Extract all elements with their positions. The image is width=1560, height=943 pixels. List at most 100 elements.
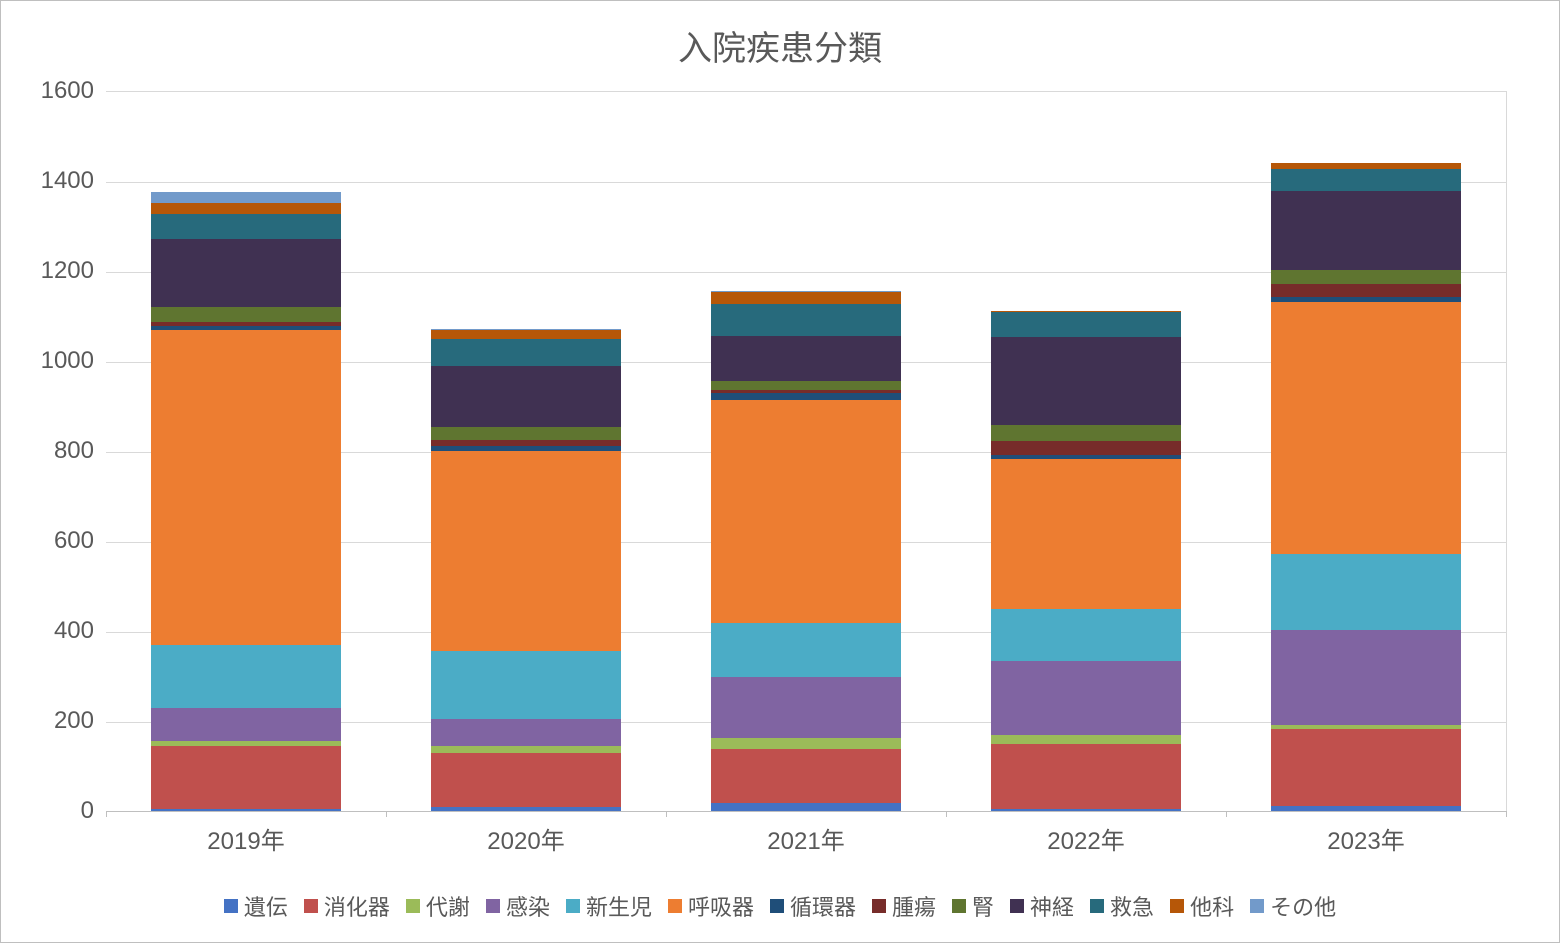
segment-他科	[711, 292, 901, 305]
legend-swatch	[406, 899, 420, 913]
legend-item-消化器: 消化器	[304, 890, 390, 922]
legend-label: 消化器	[324, 890, 390, 922]
legend: 遺伝 消化器 代謝 感染 新生児 呼吸器循環器 腫瘍腎 神経 救急 他科 その他	[51, 888, 1509, 924]
legend-swatch	[1090, 899, 1104, 913]
bar-slot	[1226, 91, 1506, 811]
segment-消化器	[151, 746, 341, 809]
legend-swatch	[952, 899, 966, 913]
legend-swatch	[872, 899, 886, 913]
segment-感染	[431, 719, 621, 746]
segment-救急	[1271, 169, 1461, 192]
legend-item-代謝: 代謝	[406, 890, 470, 922]
segment-呼吸器	[991, 459, 1181, 610]
legend-swatch	[1250, 899, 1264, 913]
x-tick-mark	[666, 811, 667, 817]
legend-label: 新生児	[586, 890, 652, 922]
x-tick-label: 2021年	[666, 821, 946, 856]
legend-label: 代謝	[426, 890, 470, 922]
legend-swatch	[486, 899, 500, 913]
y-tick-label: 600	[14, 527, 94, 555]
segment-腫瘍	[1271, 284, 1461, 298]
legend-swatch	[668, 899, 682, 913]
segment-新生児	[711, 623, 901, 677]
segment-消化器	[1271, 729, 1461, 806]
legend-label: 他科	[1190, 890, 1234, 922]
legend-label: 遺伝	[244, 890, 288, 922]
bar-2023年	[1271, 163, 1461, 811]
segment-神経	[1271, 191, 1461, 270]
y-tick-label: 1200	[14, 257, 94, 285]
segment-遺伝	[711, 803, 901, 811]
legend-swatch	[1010, 899, 1024, 913]
legend-item-感染: 感染	[486, 890, 550, 922]
legend-item-腫瘍: 腫瘍	[872, 890, 936, 922]
legend-swatch	[224, 899, 238, 913]
segment-呼吸器	[711, 400, 901, 623]
x-tick-mark	[946, 811, 947, 817]
segment-循環器	[711, 393, 901, 400]
segment-腎	[991, 425, 1181, 441]
legend-label: その他	[1270, 890, 1336, 922]
segment-腎	[151, 307, 341, 323]
bar-slot	[106, 91, 386, 811]
chart-title: 入院疾患分類	[1, 1, 1559, 80]
segment-感染	[1271, 630, 1461, 725]
segment-代謝	[711, 738, 901, 749]
bar-2020年	[431, 329, 621, 811]
chart-container: 入院疾患分類 2019年2020年2021年2022年2023年 遺伝 消化器 代謝…	[0, 0, 1560, 943]
segment-新生児	[151, 645, 341, 708]
legend-label: 腫瘍	[892, 890, 936, 922]
legend-label: 呼吸器	[688, 890, 754, 922]
segment-救急	[431, 339, 621, 366]
segment-腫瘍	[991, 441, 1181, 455]
bar-2019年	[151, 192, 341, 811]
legend-item-遺伝: 遺伝	[224, 890, 288, 922]
segment-救急	[151, 214, 341, 239]
y-tick-label: 1000	[14, 347, 94, 375]
x-tick-mark	[1226, 811, 1227, 817]
segment-呼吸器	[151, 330, 341, 645]
segment-消化器	[711, 749, 901, 803]
segment-遺伝	[991, 809, 1181, 811]
legend-item-新生児: 新生児	[566, 890, 652, 922]
legend-swatch	[566, 899, 580, 913]
legend-item-腎: 腎	[952, 890, 994, 922]
y-tick-label: 1600	[14, 77, 94, 105]
bar-2021年	[711, 291, 901, 811]
x-tick-mark	[386, 811, 387, 817]
bar-slot	[386, 91, 666, 811]
y-tick-label: 400	[14, 617, 94, 645]
segment-神経	[431, 366, 621, 427]
segment-神経	[711, 336, 901, 381]
bar-2022年	[991, 311, 1181, 811]
segment-他科	[431, 330, 621, 339]
segment-感染	[151, 708, 341, 742]
legend-swatch	[304, 899, 318, 913]
x-tick-label: 2019年	[106, 821, 386, 856]
segment-代謝	[431, 746, 621, 753]
y-tick-label: 800	[14, 437, 94, 465]
segment-腎	[431, 427, 621, 441]
legend-label: 救急	[1110, 890, 1154, 922]
x-tick-label: 2020年	[386, 821, 666, 856]
segment-遺伝	[151, 809, 341, 811]
y-tick-label: 200	[14, 707, 94, 735]
bar-slot	[946, 91, 1226, 811]
segment-遺伝	[431, 807, 621, 812]
segment-遺伝	[1271, 806, 1461, 811]
legend-label: 神経	[1030, 890, 1074, 922]
x-tick-mark	[1506, 811, 1507, 817]
legend-label: 感染	[506, 890, 550, 922]
segment-新生児	[991, 609, 1181, 661]
segment-新生児	[431, 651, 621, 719]
x-axis	[106, 811, 1506, 812]
segment-救急	[711, 304, 901, 336]
x-tick-label: 2023年	[1226, 821, 1506, 856]
legend-item-呼吸器: 呼吸器	[668, 890, 754, 922]
segment-腎	[711, 381, 901, 390]
bars-area	[106, 91, 1506, 811]
legend-item-循環器: 循環器	[770, 890, 856, 922]
segment-呼吸器	[431, 451, 621, 651]
x-ticks: 2019年2020年2021年2022年2023年	[106, 821, 1506, 856]
segment-感染	[711, 677, 901, 738]
